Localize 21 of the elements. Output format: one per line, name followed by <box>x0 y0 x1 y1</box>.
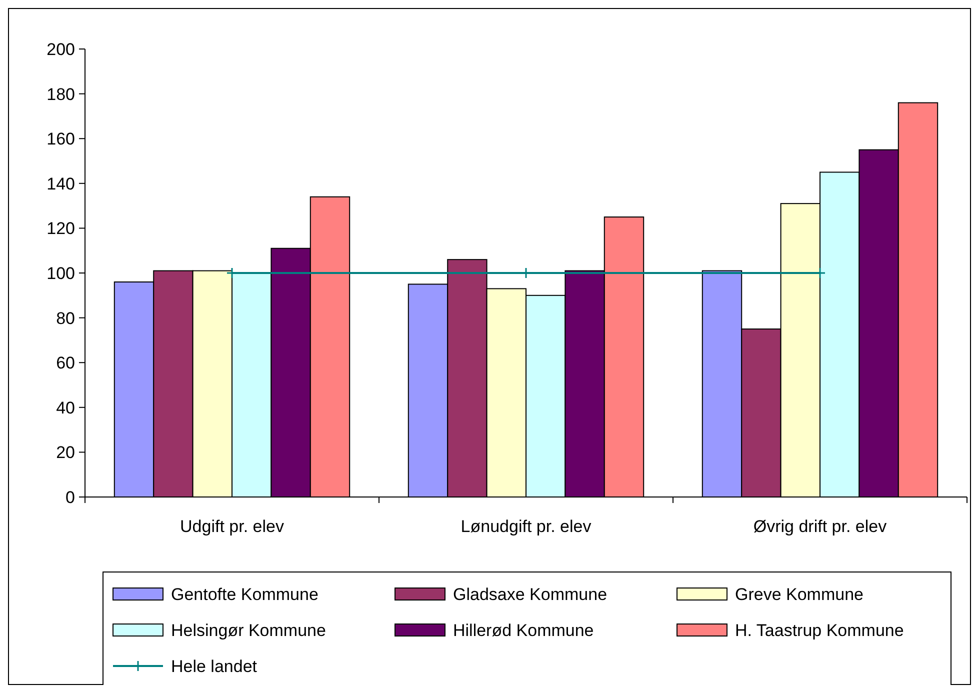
legend-label: Gladsaxe Kommune <box>453 585 608 604</box>
y-tick-label: 20 <box>56 443 75 462</box>
x-tick-label: Udgift pr. elev <box>180 517 284 536</box>
y-tick-label: 180 <box>46 84 75 104</box>
y-tick-label: 100 <box>46 264 75 283</box>
y-tick-label: 40 <box>56 398 75 418</box>
legend-label: Hele landet <box>171 657 258 676</box>
y-tick-label: 200 <box>46 40 75 59</box>
y-tick-label: 60 <box>56 354 75 373</box>
legend-label: Hillerød Kommune <box>453 621 594 640</box>
x-tick-label: Øvrig drift pr. elev <box>753 517 888 536</box>
y-tick-label: 160 <box>46 130 75 149</box>
y-tick-label: 0 <box>66 488 75 507</box>
y-tick-label: 80 <box>56 308 75 328</box>
legend-label: H. Taastrup Kommune <box>735 621 904 640</box>
legend-label: Helsingør Kommune <box>171 621 326 640</box>
legend-label: Gentofte Kommune <box>171 585 318 604</box>
y-tick-label: 120 <box>46 219 75 238</box>
legend-label: Greve Kommune <box>735 585 864 604</box>
y-tick-label: 140 <box>46 174 75 194</box>
x-tick-label: Lønudgift pr. elev <box>460 517 592 536</box>
